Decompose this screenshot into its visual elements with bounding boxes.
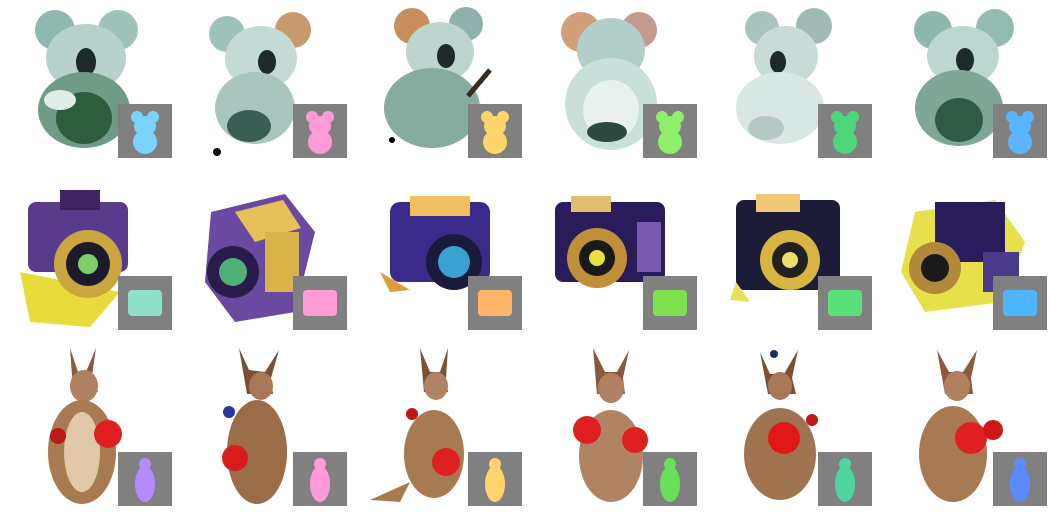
camera-view-1 [0, 172, 175, 342]
camera-view-4 [525, 172, 700, 342]
kangaroo-view-2 [175, 342, 350, 512]
koala-view-2 [175, 0, 350, 170]
kangaroo-view-5 [700, 342, 875, 512]
kangaroo-row [0, 342, 1051, 512]
camera-row [0, 172, 1051, 342]
normal-map-inset [468, 276, 522, 330]
normal-map-inset [293, 276, 347, 330]
camera-view-6 [875, 172, 1050, 342]
normal-map-inset [643, 276, 697, 330]
normal-map-inset [643, 452, 697, 506]
koala-row [0, 0, 1051, 170]
kangaroo-view-3 [350, 342, 525, 512]
kangaroo-view-4 [525, 342, 700, 512]
koala-view-4 [525, 0, 700, 170]
normal-map-inset [993, 276, 1047, 330]
normal-map-inset [293, 452, 347, 506]
normal-map-inset [118, 452, 172, 506]
normal-map-inset [118, 104, 172, 158]
camera-view-2 [175, 172, 350, 342]
normal-map-inset [818, 276, 872, 330]
camera-view-3 [350, 172, 525, 342]
koala-view-5 [700, 0, 875, 170]
normal-map-inset [468, 452, 522, 506]
kangaroo-view-1 [0, 342, 175, 512]
normal-map-inset [993, 452, 1047, 506]
normal-map-inset [818, 452, 872, 506]
koala-view-1 [0, 0, 175, 170]
normal-map-inset [993, 104, 1047, 158]
camera-view-5 [700, 172, 875, 342]
normal-map-inset [293, 104, 347, 158]
koala-view-6 [875, 0, 1050, 170]
normal-map-inset [468, 104, 522, 158]
normal-map-inset [118, 276, 172, 330]
normal-map-inset [818, 104, 872, 158]
normal-map-inset [643, 104, 697, 158]
koala-view-3 [350, 0, 525, 170]
kangaroo-view-6 [875, 342, 1050, 512]
